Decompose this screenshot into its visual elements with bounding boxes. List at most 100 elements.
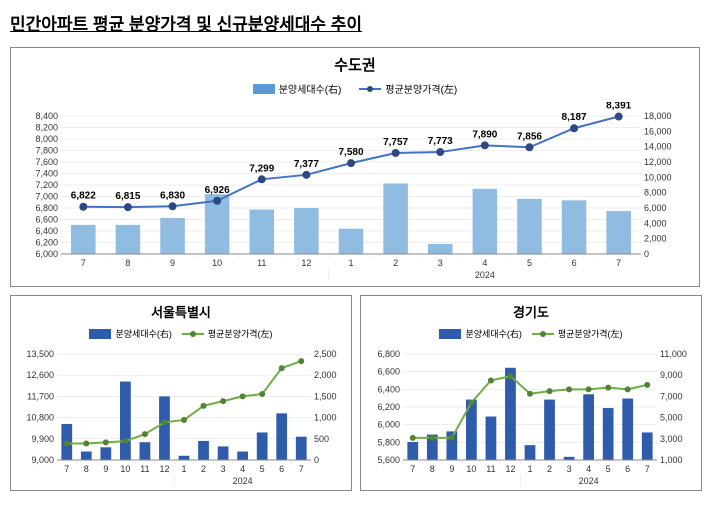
- svg-text:3: 3: [567, 464, 572, 474]
- line-series: [67, 361, 301, 443]
- svg-text:1: 1: [348, 258, 353, 268]
- marker: [83, 441, 89, 447]
- svg-text:7: 7: [645, 464, 650, 474]
- svg-text:6,830: 6,830: [160, 190, 185, 201]
- marker: [259, 391, 265, 397]
- svg-text:9,900: 9,900: [31, 434, 54, 444]
- marker: [605, 385, 611, 391]
- svg-text:5,800: 5,800: [377, 437, 400, 447]
- bar: [160, 218, 185, 254]
- marker: [220, 398, 226, 404]
- svg-text:7,856: 7,856: [517, 131, 542, 142]
- marker: [240, 393, 246, 399]
- svg-text:11: 11: [257, 258, 266, 268]
- svg-text:500: 500: [314, 434, 329, 444]
- seoul-chart: 서울특별시 분양세대수(右) 평균분양가격(左) 9,0009,90010,80…: [10, 295, 352, 491]
- bar: [505, 368, 516, 460]
- bar: [71, 225, 96, 254]
- svg-text:10,000: 10,000: [644, 172, 672, 182]
- svg-text:11: 11: [140, 464, 149, 474]
- legend-line-label: 평균분양가격(左): [208, 327, 273, 340]
- svg-text:9,000: 9,000: [660, 370, 683, 380]
- svg-text:12: 12: [159, 464, 169, 474]
- svg-text:7: 7: [299, 464, 304, 474]
- bar: [544, 400, 555, 460]
- svg-text:3,000: 3,000: [660, 434, 683, 444]
- bar: [100, 447, 111, 460]
- bar: [603, 408, 614, 460]
- svg-text:7,400: 7,400: [35, 169, 58, 179]
- svg-text:6,200: 6,200: [377, 402, 400, 412]
- marker: [279, 365, 285, 371]
- bar: [159, 396, 170, 460]
- svg-text:6,600: 6,600: [35, 215, 58, 225]
- marker: [449, 435, 455, 441]
- gyeonggi-chart-title: 경기도: [371, 302, 691, 321]
- svg-text:7,800: 7,800: [35, 146, 58, 156]
- svg-text:2024: 2024: [475, 270, 495, 280]
- svg-text:6: 6: [279, 464, 284, 474]
- svg-text:18,000: 18,000: [644, 111, 672, 121]
- bar: [218, 446, 229, 460]
- svg-text:7,200: 7,200: [35, 180, 58, 190]
- marker: [392, 149, 400, 157]
- svg-text:6: 6: [572, 258, 577, 268]
- bar: [120, 382, 131, 460]
- legend-line-icon: [359, 88, 381, 90]
- svg-text:10: 10: [120, 464, 130, 474]
- bar: [517, 199, 542, 254]
- svg-text:2: 2: [201, 464, 206, 474]
- svg-text:2,500: 2,500: [314, 349, 337, 359]
- svg-text:5: 5: [606, 464, 611, 474]
- legend-bar-icon: [439, 329, 461, 339]
- marker: [481, 141, 489, 149]
- marker: [527, 391, 533, 397]
- seoul-chart-svg: 9,0009,90010,80011,70012,60013,50005001,…: [21, 346, 341, 486]
- svg-text:8,187: 8,187: [562, 112, 587, 123]
- main-chart-svg: 6,0006,2006,4006,6006,8007,0007,2007,400…: [21, 102, 681, 282]
- svg-text:11,700: 11,700: [27, 391, 54, 401]
- svg-text:11,000: 11,000: [660, 349, 687, 359]
- bar: [296, 437, 307, 460]
- marker: [410, 435, 416, 441]
- bar: [237, 452, 248, 460]
- svg-text:9: 9: [103, 464, 108, 474]
- marker: [201, 403, 207, 409]
- svg-text:6,200: 6,200: [35, 238, 58, 248]
- gyeonggi-legend: 분양세대수(右) 평균분양가격(左): [371, 327, 691, 340]
- marker: [103, 439, 109, 445]
- svg-text:3: 3: [438, 258, 443, 268]
- marker: [64, 441, 70, 447]
- svg-text:7,773: 7,773: [428, 136, 453, 147]
- legend-line-label: 평균분양가격(左): [385, 81, 457, 96]
- svg-text:9,000: 9,000: [31, 455, 54, 465]
- svg-text:7,757: 7,757: [383, 137, 408, 148]
- svg-text:2024: 2024: [579, 476, 599, 486]
- marker: [213, 197, 221, 205]
- marker: [644, 382, 650, 388]
- svg-text:4: 4: [240, 464, 245, 474]
- svg-text:4: 4: [482, 258, 487, 268]
- marker: [181, 417, 187, 423]
- bar: [140, 442, 151, 460]
- bar: [179, 456, 190, 460]
- svg-text:4,000: 4,000: [644, 218, 667, 228]
- bar: [473, 189, 498, 254]
- svg-text:6,000: 6,000: [377, 420, 400, 430]
- svg-text:5: 5: [527, 258, 532, 268]
- svg-text:7,890: 7,890: [472, 129, 497, 140]
- svg-text:2,000: 2,000: [314, 370, 337, 380]
- marker: [507, 373, 513, 379]
- marker: [547, 388, 553, 394]
- svg-text:5,000: 5,000: [660, 413, 683, 423]
- svg-text:8,000: 8,000: [644, 188, 667, 198]
- svg-text:1: 1: [527, 464, 532, 474]
- gyeonggi-chart: 경기도 분양세대수(右) 평균분양가격(左) 5,6005,8006,0006,…: [360, 295, 702, 491]
- svg-text:7: 7: [81, 258, 86, 268]
- bar: [116, 225, 141, 254]
- marker: [468, 400, 474, 406]
- legend-bar-icon: [89, 329, 111, 339]
- svg-text:12: 12: [505, 464, 515, 474]
- svg-text:7,600: 7,600: [35, 157, 58, 167]
- svg-text:2: 2: [393, 258, 398, 268]
